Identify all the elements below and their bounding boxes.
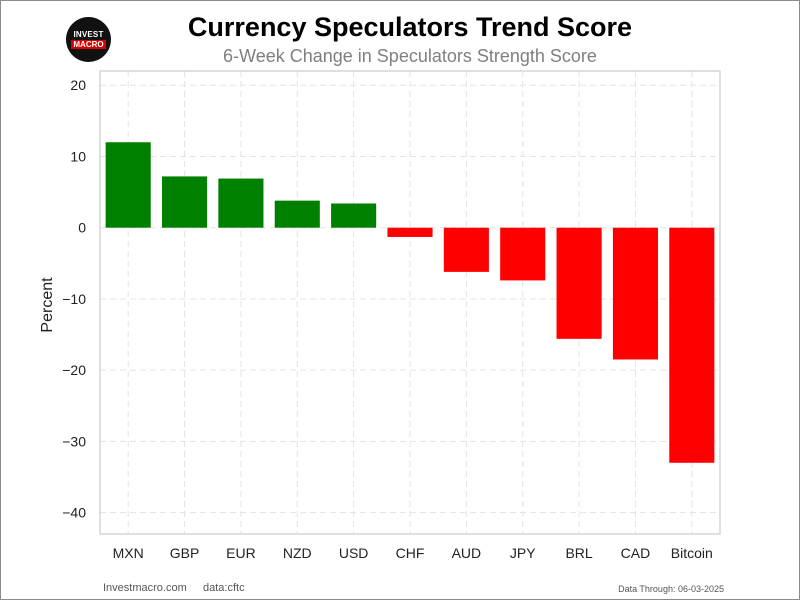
x-tick-label: USD [339, 545, 369, 561]
plot-border [99, 70, 721, 535]
y-tick-label: −10 [62, 291, 86, 307]
logo-text-top: INVEST [73, 30, 104, 39]
x-tick-label: EUR [226, 545, 256, 561]
chart-subtitle: 6-Week Change in Speculators Strength Sc… [223, 46, 597, 66]
bars-layer [105, 142, 715, 463]
bar-brl [556, 227, 602, 339]
investmacro-logo: INVEST MACRO [66, 17, 111, 62]
x-tick-labels: MXN GBP EUR NZD USD CHF AUD JPY BRL CAD Bitcoin [113, 545, 713, 561]
bar-bitcoin [669, 227, 715, 463]
y-tick-label: −30 [62, 433, 86, 449]
bar-mxn [105, 142, 151, 228]
y-tick-label: 20 [70, 77, 86, 93]
bar-usd [331, 203, 377, 228]
x-tick-label: CHF [396, 545, 425, 561]
footer-site: Investmacro.com [103, 582, 187, 594]
x-tick-label: AUD [452, 545, 482, 561]
x-tick-label: BRL [565, 545, 592, 561]
x-tick-label: CAD [621, 545, 651, 561]
logo-text-bottom: MACRO [71, 40, 106, 49]
y-tick-label: 0 [78, 220, 86, 236]
bar-nzd [274, 200, 320, 228]
bar-chf [387, 227, 433, 237]
x-tick-label: Bitcoin [671, 545, 713, 561]
x-tick-label: NZD [283, 545, 312, 561]
x-tick-label: GBP [170, 545, 200, 561]
bar-cad [612, 227, 658, 360]
bar-eur [218, 178, 264, 228]
chart-title: Currency Speculators Trend Score [187, 12, 633, 42]
x-tick-label: MXN [113, 545, 144, 561]
bar-aud [443, 227, 489, 272]
bar-jpy [500, 227, 546, 281]
bar-gbp [162, 176, 208, 228]
y-tick-label: −40 [62, 505, 86, 521]
y-tick-labels: 20 10 0 −10 −20 −30 −40 [62, 77, 86, 520]
y-tick-label: 10 [70, 148, 86, 164]
footer-data-source: data:cftc [203, 582, 245, 594]
x-tick-label: JPY [510, 545, 536, 561]
y-axis-label: Percent [39, 277, 56, 333]
footer-data-through: Data Through: 06-03-2025 [618, 584, 724, 594]
y-tick-label: −20 [62, 362, 86, 378]
